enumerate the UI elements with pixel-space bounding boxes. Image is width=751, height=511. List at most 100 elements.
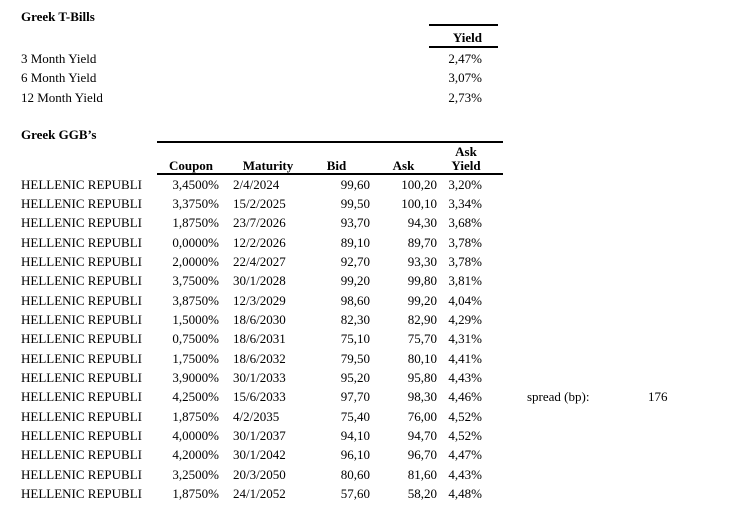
bond-bid: 92,70	[340, 254, 370, 269]
bond-maturity: 4/2/2035	[233, 409, 280, 424]
bond-row: HELLENIC REPUBLI 1,8750% 23/7/2026 93,70…	[21, 216, 482, 230]
bond-bid: 79,50	[340, 351, 370, 366]
spread-value: 176	[648, 389, 668, 404]
bond-issuer: HELLENIC REPUBLI	[21, 312, 142, 327]
tbills-top-rule	[429, 24, 498, 26]
bond-ask: 82,90	[407, 312, 437, 327]
tbill-yield-value: 2,73%	[448, 90, 482, 105]
tbill-row: 3 Month Yield 2,47%	[21, 52, 482, 66]
bond-maturity: 23/7/2026	[233, 215, 286, 230]
bond-bid: 99,20	[340, 273, 370, 288]
bond-row: HELLENIC REPUBLI 4,0000% 30/1/2037 94,10…	[21, 429, 482, 443]
bond-coupon: 3,2500%	[172, 467, 219, 482]
bond-bid: 75,40	[340, 409, 370, 424]
bond-bid: 96,10	[340, 447, 370, 462]
ggbs-ask-yield-header-line2: Yield	[451, 158, 481, 173]
bond-bid: 75,10	[340, 331, 370, 346]
ggbs-top-rule	[157, 141, 503, 143]
ggbs-title: Greek GGB’s	[21, 127, 97, 142]
bond-maturity: 22/4/2027	[233, 254, 286, 269]
bond-bid: 99,60	[340, 177, 370, 192]
bond-issuer: HELLENIC REPUBLI	[21, 370, 142, 385]
bond-ask-yield: 3,34%	[448, 196, 482, 211]
tbills-title: Greek T-Bills	[21, 9, 95, 24]
bond-coupon: 1,8750%	[172, 486, 219, 501]
bond-ask-yield: 4,47%	[448, 447, 482, 462]
ggbs-ask-yield-header-line1: Ask	[455, 144, 477, 159]
bond-maturity: 20/3/2050	[233, 467, 286, 482]
bond-coupon: 4,2000%	[172, 447, 219, 462]
ggbs-header-row: Coupon Maturity Bid Ask	[21, 159, 482, 173]
bond-bid: 80,60	[340, 467, 370, 482]
tbill-label: 3 Month Yield	[21, 51, 97, 66]
bond-issuer: HELLENIC REPUBLI	[21, 486, 142, 501]
bond-ask-yield: 4,41%	[448, 351, 482, 366]
bond-maturity: 2/4/2024	[233, 177, 280, 192]
bond-ask-yield: 4,29%	[448, 312, 482, 327]
bond-issuer: HELLENIC REPUBLI	[21, 409, 142, 424]
bond-ask-yield: 4,43%	[448, 467, 482, 482]
bond-ask-yield: 3,20%	[448, 177, 482, 192]
bond-maturity: 12/2/2026	[233, 235, 286, 250]
bond-coupon: 3,7500%	[172, 273, 219, 288]
bond-coupon: 1,8750%	[172, 215, 219, 230]
ggbs-header-issuer-spacer	[21, 159, 155, 173]
bond-ask-yield: 4,04%	[448, 293, 482, 308]
bond-maturity: 30/1/2037	[233, 428, 286, 443]
tbill-label: 12 Month Yield	[21, 90, 103, 105]
bond-ask-yield: 4,46%	[448, 389, 482, 404]
bond-bid: 93,70	[340, 215, 370, 230]
bond-ask-yield: 4,52%	[448, 428, 482, 443]
bond-ask: 99,20	[407, 293, 437, 308]
tbill-row: 12 Month Yield 2,73%	[21, 91, 482, 105]
bond-ask: 100,10	[401, 196, 437, 211]
bond-issuer: HELLENIC REPUBLI	[21, 196, 142, 211]
ggbs-ask-yield-header: Ask Yield	[443, 145, 489, 173]
bond-bid: 97,70	[340, 389, 370, 404]
bond-ask: 76,00	[407, 409, 437, 424]
bond-row: HELLENIC REPUBLI 2,0000% 22/4/2027 92,70…	[21, 255, 482, 269]
bond-issuer: HELLENIC REPUBLI	[21, 351, 142, 366]
tbill-yield-value: 2,47%	[448, 51, 482, 66]
bond-row: HELLENIC REPUBLI 1,5000% 18/6/2030 82,30…	[21, 313, 482, 327]
ggbs-header-maturity: Maturity	[242, 158, 294, 173]
bond-bid: 82,30	[340, 312, 370, 327]
bond-ask-yield: 3,68%	[448, 215, 482, 230]
bond-maturity: 24/1/2052	[233, 486, 286, 501]
bond-maturity: 30/1/2042	[233, 447, 286, 462]
bond-row: HELLENIC REPUBLI 3,7500% 30/1/2028 99,20…	[21, 274, 482, 288]
bond-issuer: HELLENIC REPUBLI	[21, 235, 142, 250]
bond-ask-yield: 4,43%	[448, 370, 482, 385]
bond-maturity: 18/6/2030	[233, 312, 286, 327]
bond-coupon: 3,3750%	[172, 196, 219, 211]
bond-maturity: 18/6/2032	[233, 351, 286, 366]
bond-row: HELLENIC REPUBLI 3,8750% 12/3/2029 98,60…	[21, 294, 482, 308]
bond-row: HELLENIC REPUBLI 3,9000% 30/1/2033 95,20…	[21, 371, 482, 385]
ggbs-header-yield-spacer	[437, 159, 482, 173]
tbills-yield-header: Yield	[452, 30, 482, 45]
bond-ask: 96,70	[407, 447, 437, 462]
bond-row: HELLENIC REPUBLI 0,7500% 18/6/2031 75,10…	[21, 332, 482, 346]
bond-maturity: 18/6/2031	[233, 331, 286, 346]
tbills-header-rule	[429, 46, 498, 48]
bond-issuer: HELLENIC REPUBLI	[21, 215, 142, 230]
bond-ask: 75,70	[407, 331, 437, 346]
bond-issuer: HELLENIC REPUBLI	[21, 273, 142, 288]
bond-maturity: 15/6/2033	[233, 389, 286, 404]
bond-coupon: 1,8750%	[172, 409, 219, 424]
bond-bid: 57,60	[340, 486, 370, 501]
bond-ask: 100,20	[401, 177, 437, 192]
bond-maturity: 30/1/2028	[233, 273, 286, 288]
bond-row: HELLENIC REPUBLI 3,4500% 2/4/2024 99,60 …	[21, 178, 482, 192]
bond-coupon: 1,7500%	[172, 351, 219, 366]
bond-ask-yield: 4,31%	[448, 331, 482, 346]
bond-row: HELLENIC REPUBLI 1,8750% 24/1/2052 57,60…	[21, 487, 482, 501]
bond-issuer: HELLENIC REPUBLI	[21, 447, 142, 462]
bond-issuer: HELLENIC REPUBLI	[21, 254, 142, 269]
bond-ask: 93,30	[407, 254, 437, 269]
bond-ask-yield: 4,48%	[448, 486, 482, 501]
bond-ask-yield: 3,78%	[448, 235, 482, 250]
bond-ask: 95,80	[407, 370, 437, 385]
bond-ask: 98,30	[407, 389, 437, 404]
ggbs-header-ask: Ask	[392, 158, 415, 173]
